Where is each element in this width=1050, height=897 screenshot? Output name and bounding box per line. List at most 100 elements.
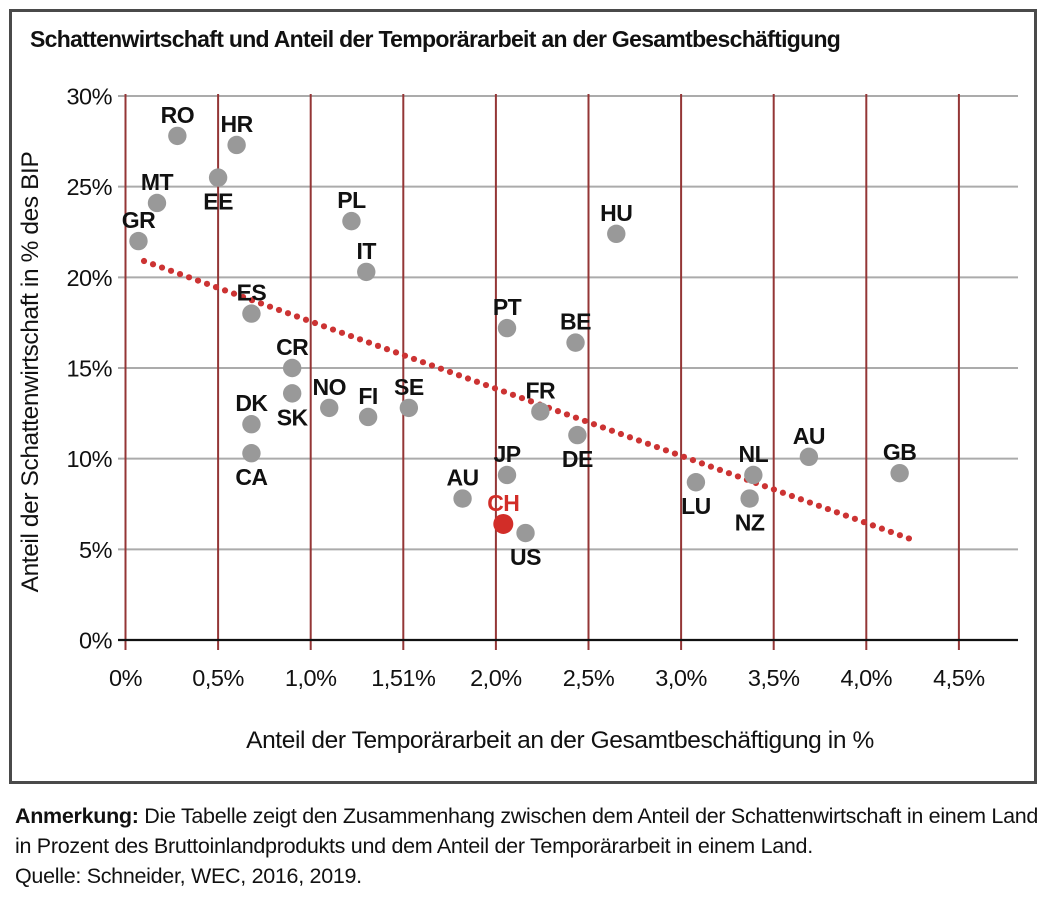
trendline-dot [230, 290, 238, 297]
trendline-dot [518, 395, 526, 402]
trendline-dot [599, 424, 607, 431]
point-AU-15 [453, 489, 472, 508]
trendline-dot [644, 440, 652, 447]
trendline-dot [167, 267, 175, 274]
trendline-dot [527, 398, 535, 405]
x-tick-label-0,5%: 0,5% [192, 665, 244, 691]
point-label-EE-3: EE [203, 189, 233, 215]
trendline-dot [671, 450, 679, 457]
trendline-dot [572, 414, 580, 421]
point-FI-13 [358, 407, 378, 427]
point-label-FR-20: FR [526, 378, 557, 404]
annotation-text: Anmerkung: Die Tabelle zeigt den Zusamme… [15, 804, 1039, 888]
trendline-dot [824, 505, 832, 513]
point-DE-22 [568, 425, 587, 445]
point-label-MT-1: MT [141, 169, 174, 195]
x-tick-label-1,0%: 1,0% [285, 665, 337, 691]
point-RO-2 [168, 126, 187, 146]
trendline-dot [257, 300, 265, 307]
y-tick-label-30%: 30% [66, 84, 112, 110]
chart-svg: 0% 5% 10% 15% 20% 25% 30% 0% 0,5% 1,0% 1,51% 2,0% 2,… [17, 84, 1018, 754]
point-label-PT-18: PT [493, 294, 522, 320]
trendline-dot [770, 486, 778, 493]
trendline-dot [203, 280, 211, 287]
trendline-dot [491, 385, 499, 392]
trendline-dot [797, 496, 805, 503]
trendline-dot [158, 264, 166, 271]
trendline-dot [437, 365, 445, 372]
trendline-dot [473, 378, 481, 385]
point-label-GR-0: GR [122, 207, 156, 233]
trendline-dot [842, 512, 850, 519]
point-LU-24 [686, 473, 706, 492]
point-label-SK-9: SK [277, 404, 309, 430]
point-HU-23 [607, 224, 626, 244]
point-HR-4 [227, 135, 246, 155]
point-label-AU-15: AU [446, 465, 478, 491]
trendline-dot [401, 352, 409, 359]
trendline-dot [788, 492, 796, 500]
point-BE-21 [566, 333, 585, 352]
point-label-GB-28: GB [883, 439, 917, 465]
trendline-dot [347, 332, 355, 340]
annotation-label: Anmerkung: [15, 804, 139, 828]
point-label-US-19: US [510, 544, 541, 570]
trendline-dot [860, 519, 868, 526]
trendline-dot [806, 499, 814, 506]
point-FR-20 [531, 402, 550, 421]
trendline-dot [302, 316, 310, 323]
trendline-dot [590, 421, 598, 428]
point-label-AU-27: AU [793, 423, 825, 449]
x-tick-label-3,0%: 3,0% [655, 665, 707, 691]
trendline-dot [716, 466, 724, 474]
trendline-dot [284, 310, 292, 317]
trendline-dot [140, 257, 148, 265]
trendline-dot [500, 388, 508, 395]
point-DK-6 [242, 415, 261, 434]
point-SK-9 [282, 384, 302, 403]
point-CA-7 [242, 444, 261, 463]
x-tick-label-4,5%: 4,5% [933, 665, 985, 691]
trendline-dot [680, 453, 688, 460]
trendline-dot [905, 535, 912, 542]
point-US-19 [516, 523, 535, 543]
point-label-PL-11: PL [337, 187, 366, 213]
point-label-FI-13: FI [358, 383, 377, 409]
trendline-dot [815, 502, 823, 509]
trendline-dot [383, 346, 391, 353]
trendline-dot [455, 372, 463, 379]
trendline-dot [248, 297, 256, 304]
point-label-DK-6: DK [235, 390, 268, 416]
trendline-dot [446, 368, 454, 376]
point-label-RO-2: RO [161, 102, 195, 128]
trendline-dot [410, 355, 418, 363]
point-GR-0 [129, 231, 148, 251]
trendline-dot [851, 515, 859, 522]
y-tick-label-5%: 5% [79, 537, 113, 563]
trendline-dot [374, 342, 382, 349]
point-MT-1 [147, 193, 167, 213]
trendline-dot [221, 287, 229, 294]
x-tick-label-1,51%: 1,51% [371, 665, 436, 691]
point-SE-14 [399, 398, 419, 418]
point-label-CA-7: CA [235, 464, 267, 490]
chart-title: Schattenwirtschaft und Anteil der Tempor… [30, 26, 841, 52]
point-label-JP-17: JP [493, 441, 520, 467]
trendline-dot [239, 293, 247, 301]
trendline-dot [392, 349, 400, 356]
trendline-dot [212, 284, 220, 291]
trendline-dot [356, 336, 364, 343]
trendline-dot [707, 463, 715, 470]
y-tick-label-25%: 25% [66, 174, 112, 200]
trendline-dot [761, 483, 769, 490]
x-tick-label-4,0%: 4,0% [841, 665, 893, 691]
trendline-dot [320, 323, 328, 330]
point-label-BE-21: BE [560, 309, 591, 335]
x-tick-label-0%: 0% [109, 665, 143, 691]
point-label-CH-16: CH [487, 490, 519, 516]
trendline-dot [482, 381, 490, 389]
trendline-dot [329, 326, 337, 333]
trendline-dot [725, 470, 733, 477]
point-CR-8 [282, 358, 302, 378]
point-PT-18 [497, 318, 517, 338]
